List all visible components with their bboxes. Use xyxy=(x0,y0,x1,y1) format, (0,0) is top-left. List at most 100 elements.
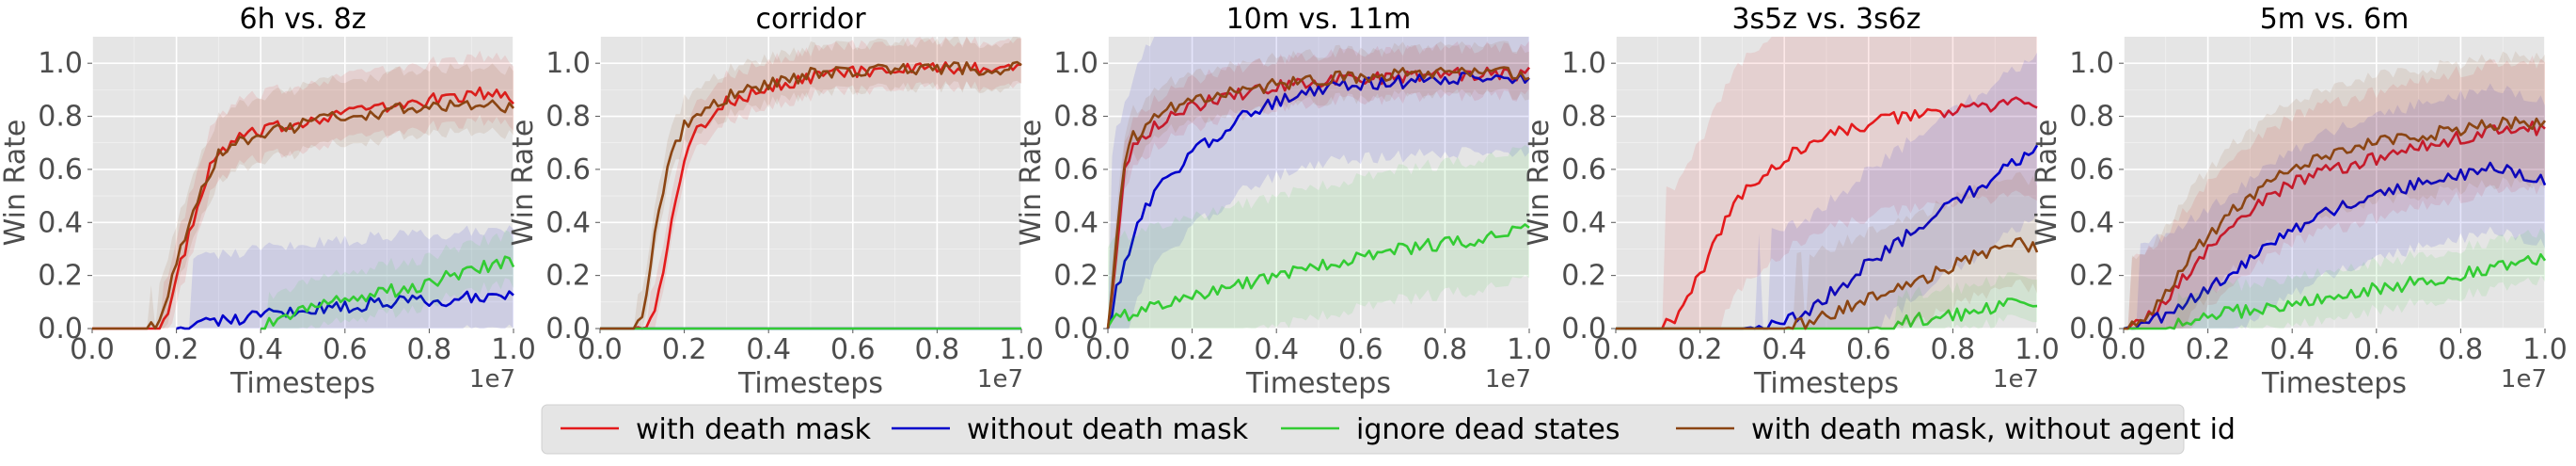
x-axis-label: Timesteps xyxy=(1245,367,1391,400)
x-axis-exponent: 1e7 xyxy=(469,365,515,394)
series-band-ignore-dead-states xyxy=(261,230,514,329)
legend: with death mask without death mask ignore … xyxy=(541,404,2236,455)
y-tick-label: 0.8 xyxy=(545,101,591,134)
y-tick-label: 0.0 xyxy=(1561,313,1606,345)
x-tick-label: 0.8 xyxy=(1931,333,1976,366)
x-tick-label: 0.2 xyxy=(1170,333,1215,366)
series-band-with-death-mask-without-agent-id xyxy=(1616,171,2037,329)
series-line-without-death-mask xyxy=(176,290,514,330)
x-tick-label: 0.8 xyxy=(407,333,452,366)
panels: 0.00.00.20.20.40.40.60.60.80.81.01.06h v… xyxy=(0,3,2568,400)
y-tick-label: 0.4 xyxy=(2069,206,2114,239)
series-band-ignore-dead-states xyxy=(2124,228,2545,329)
y-tick-label: 0.6 xyxy=(545,153,591,186)
x-tick-label: 0.0 xyxy=(70,333,115,366)
y-tick-label: 0.2 xyxy=(2069,260,2114,293)
x-axis-label: Timesteps xyxy=(737,367,883,400)
series-line-with-death-mask xyxy=(92,86,514,330)
series-band-with-death-mask-without-agent-id xyxy=(2124,51,2545,329)
legend-label-without-death-mask: without death mask xyxy=(967,413,1249,446)
x-tick-label: 0.0 xyxy=(2101,333,2146,366)
series-line-with-death-mask xyxy=(600,61,1022,330)
x-tick-label: 1.0 xyxy=(1507,333,1552,366)
x-axis-exponent: 1e7 xyxy=(1993,365,2039,394)
legend-label-with-death-mask-without-agent-id: with death mask, without agent id xyxy=(1751,413,2236,446)
x-tick-label: 0.4 xyxy=(1254,333,1299,366)
y-tick-label: 0.2 xyxy=(1561,260,1606,293)
y-tick-label: 1.0 xyxy=(2069,47,2114,80)
series-line-ignore-dead-states xyxy=(2124,252,2547,330)
y-tick-label: 0.8 xyxy=(38,101,83,134)
y-tick-label: 0.4 xyxy=(1053,206,1098,239)
series-line-with-death-mask-without-agent-id xyxy=(2124,116,2547,330)
x-tick-label: 0.6 xyxy=(2354,333,2399,366)
y-tick-label: 0.6 xyxy=(1561,153,1606,186)
x-tick-label: 0.8 xyxy=(1423,333,1468,366)
chart-title: 3s5z vs. 3s6z xyxy=(1731,3,1920,36)
x-tick-label: 0.0 xyxy=(1593,333,1638,366)
series-line-without-death-mask xyxy=(2123,161,2547,330)
x-tick-label: 0.2 xyxy=(154,333,199,366)
chart-title: 6h vs. 8z xyxy=(240,3,367,36)
series-line-without-death-mask xyxy=(1106,72,1530,329)
x-axis-label: Timesteps xyxy=(229,367,375,400)
series-line-with-death-mask xyxy=(1616,96,2038,330)
chart-panel-3s5z-vs-3s6z: 0.00.0 0.2 0.2 0.4 0.4 0.6 0.6 0.8 0.8 1.0 1.0 3s5z… xyxy=(1523,3,2060,400)
y-axis-label: Win Rate xyxy=(1015,120,1048,247)
y-tick-label: 0.0 xyxy=(545,313,591,345)
y-tick-label: 0.8 xyxy=(1561,101,1606,134)
series-line-with-death-mask-without-agent-id xyxy=(600,60,1022,330)
y-tick-label: 0.6 xyxy=(2069,153,2114,186)
x-tick-label: 0.6 xyxy=(1338,333,1383,366)
legend-label-with-death-mask: with death mask xyxy=(636,413,872,446)
y-tick-label: 0.8 xyxy=(2069,101,2114,134)
x-axis-exponent: 1e7 xyxy=(2501,365,2547,394)
x-axis-exponent: 1e7 xyxy=(1485,365,1531,394)
x-tick-label: 0.8 xyxy=(915,333,960,366)
series-line-ignore-dead-states xyxy=(261,255,515,330)
x-axis-label: Timesteps xyxy=(1753,367,1899,400)
series-band-ignore-dead-states xyxy=(1108,145,1529,329)
chart-title: 10m vs. 11m xyxy=(1226,3,1412,36)
y-axis-label: Win Rate xyxy=(507,120,540,247)
series-band-without-death-mask xyxy=(2124,83,2545,329)
y-tick-label: 0.4 xyxy=(38,206,83,239)
y-tick-label: 0.6 xyxy=(38,153,83,186)
chart-panel-5m-vs-6m: 0.00.0 0.2 0.2 0.4 0.4 0.6 0.6 0.8 0.8 1.0 1.0 5m v… xyxy=(2031,3,2568,400)
y-tick-label: 0.2 xyxy=(38,260,83,293)
y-tick-label: 0.0 xyxy=(2069,313,2114,345)
series-band-with-death-mask-without-agent-id xyxy=(1108,40,1529,329)
chart-panel-6h-vs-8z: 0.00.0 0.2 0.2 0.4 0.4 0.6 0.6 0.8 0.8 1.0 1.0 6h v… xyxy=(0,3,536,400)
y-tick-label: 0.8 xyxy=(1053,101,1098,134)
chart-title: corridor xyxy=(755,3,866,36)
y-axis-label: Win Rate xyxy=(1523,120,1556,247)
legend-label-ignore-dead-states: ignore dead states xyxy=(1356,413,1620,446)
series-band-ignore-dead-states xyxy=(1616,272,2037,329)
y-tick-label: 1.0 xyxy=(1561,47,1606,80)
y-tick-label: 0.4 xyxy=(1561,206,1606,239)
series-line-ignore-dead-states xyxy=(1106,223,1530,329)
series-line-with-death-mask-without-agent-id xyxy=(1616,236,2039,330)
series-band-with-death-mask xyxy=(2124,55,2545,329)
y-axis-label: Win Rate xyxy=(2031,120,2063,247)
x-tick-label: 0.4 xyxy=(1762,333,1807,366)
series-band-without-death-mask xyxy=(176,225,514,329)
x-tick-label: 0.4 xyxy=(2269,333,2315,366)
x-tick-label: 0.6 xyxy=(830,333,876,366)
series-band-with-death-mask-without-agent-id xyxy=(92,63,514,329)
x-tick-label: 0.2 xyxy=(2186,333,2231,366)
chart-panel-10m-vs-11m: 0.00.0 0.2 0.2 0.4 0.4 0.6 0.6 0.8 0.8 1.0 1.0 10m … xyxy=(1015,3,1552,400)
y-tick-label: 0.2 xyxy=(1053,260,1098,293)
y-tick-label: 0.6 xyxy=(1053,153,1098,186)
series-band-with-death-mask xyxy=(92,50,514,329)
series-line-with-death-mask-without-agent-id xyxy=(1106,66,1530,329)
x-tick-label: 0.2 xyxy=(662,333,707,366)
legend-box xyxy=(541,404,2185,455)
series-band-with-death-mask xyxy=(1108,40,1529,329)
series-band-without-death-mask xyxy=(1108,37,1529,329)
x-tick-label: 1.0 xyxy=(491,333,536,366)
x-tick-label: 0.8 xyxy=(2439,333,2484,366)
series-line-with-death-mask xyxy=(2124,121,2546,330)
